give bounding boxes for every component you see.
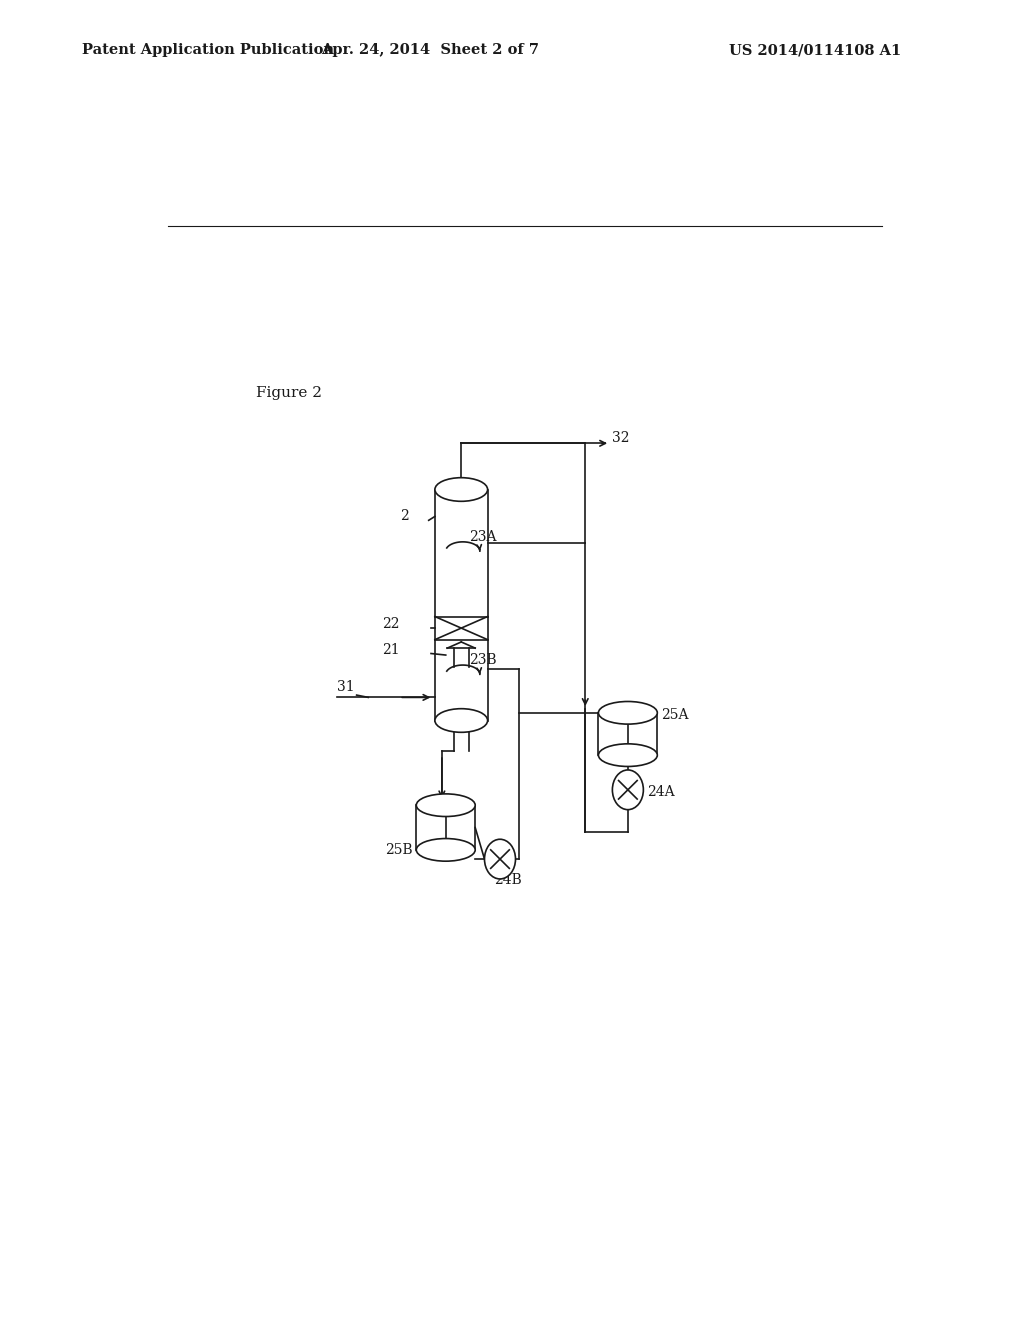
Text: 23B: 23B xyxy=(469,653,497,668)
Circle shape xyxy=(612,770,643,809)
Text: 22: 22 xyxy=(383,618,400,631)
Ellipse shape xyxy=(417,838,475,861)
Text: 31: 31 xyxy=(337,680,355,694)
Ellipse shape xyxy=(435,478,487,502)
Text: 24A: 24A xyxy=(647,785,675,799)
Text: 25B: 25B xyxy=(385,842,413,857)
Text: Patent Application Publication: Patent Application Publication xyxy=(82,44,334,57)
Text: 23A: 23A xyxy=(469,531,497,544)
Text: 24B: 24B xyxy=(494,873,521,887)
Ellipse shape xyxy=(598,701,657,725)
Text: Apr. 24, 2014  Sheet 2 of 7: Apr. 24, 2014 Sheet 2 of 7 xyxy=(322,44,539,57)
Text: 21: 21 xyxy=(382,643,400,656)
Ellipse shape xyxy=(417,793,475,817)
Text: 32: 32 xyxy=(612,430,630,445)
Text: 2: 2 xyxy=(400,510,409,523)
Circle shape xyxy=(484,840,515,879)
Ellipse shape xyxy=(598,744,657,767)
Text: Figure 2: Figure 2 xyxy=(256,387,322,400)
Text: 25A: 25A xyxy=(662,708,689,722)
Text: US 2014/0114108 A1: US 2014/0114108 A1 xyxy=(729,44,901,57)
Ellipse shape xyxy=(435,709,487,733)
